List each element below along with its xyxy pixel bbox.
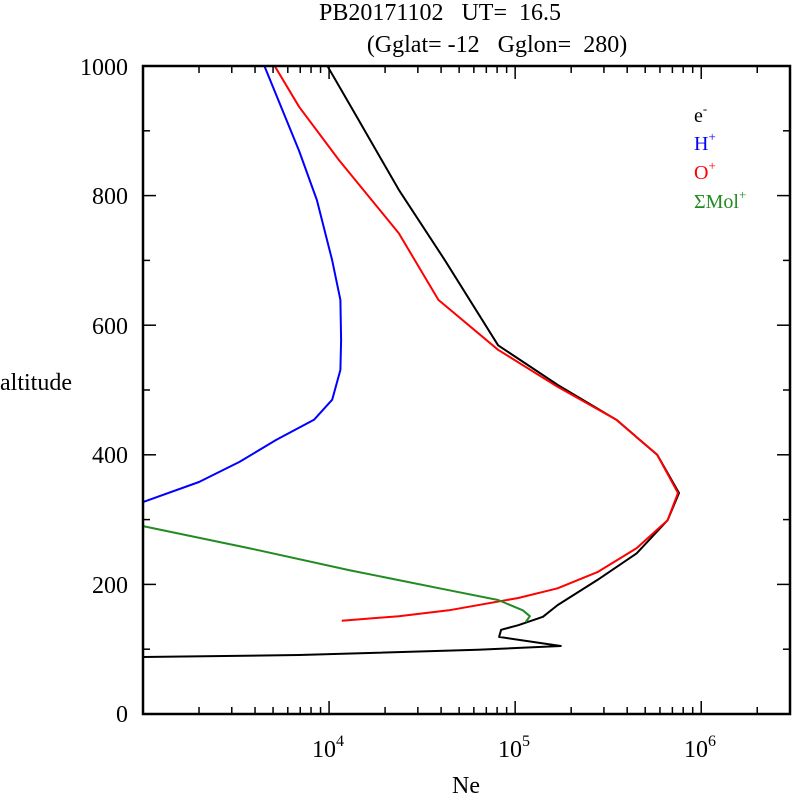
y-tick-label: 0 — [116, 702, 128, 728]
chart-subtitle: (Gglat= -12 Gglon= 280) — [367, 32, 627, 58]
legend-label: e — [694, 105, 703, 127]
series-line-H+ — [142, 65, 343, 504]
plot-frame — [141, 64, 792, 716]
y-tick-label: 600 — [92, 314, 128, 340]
series-line-e- — [142, 65, 680, 658]
x-tick-exp: 5 — [522, 733, 530, 750]
legend-label: ΣMol — [694, 191, 739, 213]
x-tick-exp: 6 — [708, 733, 716, 750]
legend-entry-e-minus: e- — [694, 101, 707, 127]
ticks-layer — [143, 66, 790, 714]
y-tick-label: 400 — [92, 443, 128, 469]
x-tick-base: 10 — [312, 737, 336, 763]
x-tick-base: 10 — [684, 737, 708, 763]
legend-entry-sum-mol-plus: ΣMol+ — [694, 187, 746, 213]
x-tick-label: 104 — [312, 733, 344, 763]
legend: e- H+ O+ ΣMol+ — [694, 101, 746, 213]
legend-entry-o-plus: O+ — [694, 158, 716, 184]
legend-label-sup: - — [703, 101, 707, 116]
x-axis-label: Ne — [452, 773, 480, 795]
legend-label-sup: + — [708, 129, 715, 144]
legend-entry-h-plus: H+ — [694, 129, 716, 155]
x-tick-exp: 4 — [336, 733, 344, 750]
series-line-ΣMol+ — [142, 525, 531, 623]
x-tick-base: 10 — [498, 737, 522, 763]
x-tick-label: 106 — [684, 733, 716, 763]
series-layer — [142, 65, 680, 658]
series-line-O+ — [273, 65, 679, 622]
y-tick-label: 200 — [92, 573, 128, 599]
y-tick-label: 1000 — [80, 55, 128, 81]
x-tick-label: 105 — [498, 733, 530, 763]
legend-label: O — [694, 162, 708, 184]
legend-label: H — [694, 133, 708, 155]
y-tick-label: 800 — [92, 184, 128, 210]
legend-label-sup: + — [739, 187, 746, 202]
legend-label-sup: + — [708, 158, 715, 173]
y-tick-labels: 0 200 400 600 800 1000 — [80, 55, 128, 728]
y-axis-label: altitude — [0, 370, 72, 396]
chart-title: PB20171102 UT= 16.5 — [319, 0, 561, 26]
x-tick-labels: 104 105 106 — [312, 733, 716, 763]
